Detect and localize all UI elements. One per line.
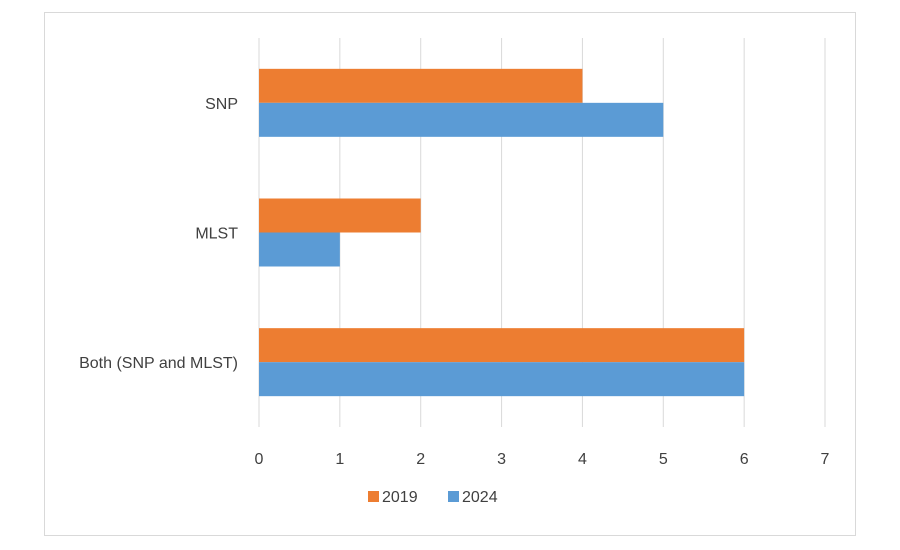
y-axis-category-labels: SNP MLST Both (SNP and MLST) bbox=[79, 96, 238, 372]
y-category-label-1: MLST bbox=[195, 226, 238, 243]
bar-2019-snp bbox=[259, 68, 583, 103]
legend-label-2019: 2019 bbox=[382, 489, 418, 506]
legend: 2019 2024 bbox=[368, 489, 498, 506]
bars bbox=[259, 68, 745, 397]
x-tick-label-6: 6 bbox=[740, 451, 749, 468]
x-tick-label-7: 7 bbox=[821, 451, 830, 468]
bar-2019-both-snp-and-mlst- bbox=[259, 328, 745, 363]
y-category-label-0: SNP bbox=[205, 96, 238, 113]
legend-label-2024: 2024 bbox=[462, 489, 498, 506]
x-tick-label-2: 2 bbox=[416, 451, 425, 468]
bar-2019-mlst bbox=[259, 198, 421, 233]
x-tick-label-4: 4 bbox=[578, 451, 587, 468]
legend-swatch-2019 bbox=[368, 491, 379, 502]
x-axis-tick-labels: 0 1 2 3 4 5 6 7 bbox=[255, 451, 830, 468]
x-tick-label-5: 5 bbox=[659, 451, 668, 468]
bar-2024-both-snp-and-mlst- bbox=[259, 362, 745, 397]
bar-2024-mlst bbox=[259, 232, 340, 267]
x-tick-label-1: 1 bbox=[335, 451, 344, 468]
bar-2024-snp bbox=[259, 102, 664, 137]
y-category-label-2: Both (SNP and MLST) bbox=[79, 355, 238, 372]
legend-swatch-2024 bbox=[448, 491, 459, 502]
x-tick-label-0: 0 bbox=[255, 451, 264, 468]
x-tick-label-3: 3 bbox=[497, 451, 506, 468]
